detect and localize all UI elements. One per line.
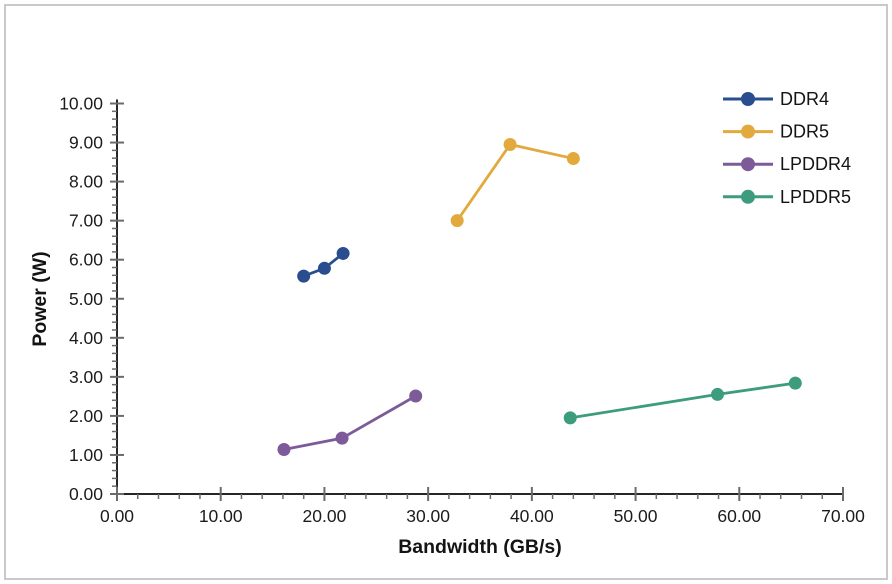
y-tick-label: 5.00 xyxy=(69,289,103,309)
x-tick-label: 50.00 xyxy=(614,506,658,526)
legend-label-ddr5: DDR5 xyxy=(780,122,829,142)
legend-marker-lpddr5 xyxy=(741,189,755,204)
data-point-ddr4 xyxy=(317,261,331,275)
y-tick-label: 7.00 xyxy=(69,211,103,231)
y-tick-label: 8.00 xyxy=(69,172,103,192)
x-tick-label: 10.00 xyxy=(199,506,243,526)
series-line-ddr5 xyxy=(455,142,575,223)
x-tick-label: 20.00 xyxy=(303,506,347,526)
legend-item-lpddr4: LPDDR4 xyxy=(723,154,851,174)
legend-label-lpddr4: LPDDR4 xyxy=(780,154,851,174)
data-point-ddr5 xyxy=(503,138,517,152)
data-point-lpddr5 xyxy=(563,411,577,425)
series-lpddr5 xyxy=(563,376,802,425)
x-tick-label: 0.00 xyxy=(100,506,134,526)
data-point-lpddr4 xyxy=(277,442,291,456)
y-tick-label: 3.00 xyxy=(69,367,103,387)
series-ddr5 xyxy=(450,138,580,228)
axes: 0.00 10.00 20.00 30.00 40.00 50.00 60.00 70.00 0… xyxy=(59,94,865,527)
legend-item-lpddr5: LPDDR5 xyxy=(723,187,851,207)
legend-label-ddr4: DDR4 xyxy=(780,89,829,109)
series-ddr4 xyxy=(297,246,350,283)
y-tick-label: 9.00 xyxy=(69,133,103,153)
data-point-lpddr5 xyxy=(788,376,802,390)
legend-label-lpddr5: LPDDR5 xyxy=(780,187,851,207)
y-tick-label: 4.00 xyxy=(69,328,103,348)
series-line-lpddr4 xyxy=(282,394,418,451)
y-tick-label: 6.00 xyxy=(69,250,103,270)
legend: DDR4 DDR5 LPDDR4 LPDDR5 xyxy=(723,89,851,207)
data-point-lpddr4 xyxy=(409,389,423,403)
x-axis-title: Bandwidth (GB/s) xyxy=(398,536,562,558)
x-tick-label: 70.00 xyxy=(821,506,865,526)
y-tick-label: 0.00 xyxy=(69,484,103,504)
x-tick-label: 30.00 xyxy=(406,506,450,526)
legend-marker-ddr5 xyxy=(741,124,755,139)
legend-item-ddr5: DDR5 xyxy=(723,122,829,142)
data-series xyxy=(277,138,802,456)
legend-marker-ddr4 xyxy=(741,92,755,106)
data-point-lpddr5 xyxy=(711,387,725,401)
data-point-ddr5 xyxy=(566,152,580,166)
x-tick-label: 60.00 xyxy=(717,506,761,526)
series-lpddr4 xyxy=(277,389,423,456)
data-point-ddr4 xyxy=(297,269,311,283)
data-point-lpddr4 xyxy=(335,431,349,445)
data-point-ddr5 xyxy=(450,214,464,228)
data-point-ddr4 xyxy=(336,246,350,260)
y-axis-title: Power (W) xyxy=(29,251,51,346)
legend-marker-lpddr4 xyxy=(741,157,755,172)
y-tick-label: 2.00 xyxy=(69,406,103,426)
y-tick-label: 1.00 xyxy=(69,445,103,465)
series-line-lpddr5 xyxy=(568,381,797,420)
legend-item-ddr4: DDR4 xyxy=(723,89,829,109)
x-tick-label: 40.00 xyxy=(510,506,554,526)
y-tick-label: 10.00 xyxy=(59,94,103,114)
